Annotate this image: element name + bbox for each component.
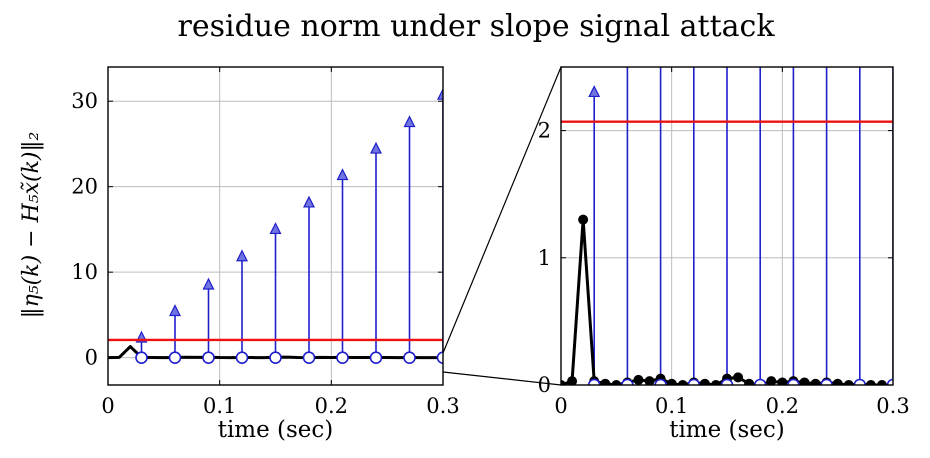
stem-base-marker xyxy=(302,351,316,364)
stem-base-marker xyxy=(436,351,443,364)
x-tick-label: 0.1 xyxy=(655,394,688,418)
attack-marker xyxy=(202,277,215,290)
residue-point xyxy=(744,378,755,385)
x-tick-label: 0.2 xyxy=(766,394,799,418)
attack-marker xyxy=(370,141,382,154)
y-tick-label: 10 xyxy=(71,260,98,284)
stem-base-marker xyxy=(886,378,893,385)
residue-point xyxy=(865,380,876,385)
x-tick-label: 0 xyxy=(554,394,567,418)
stem-base-marker xyxy=(753,378,767,385)
y-tick-label: 2 xyxy=(538,119,551,143)
stem-base-marker xyxy=(587,378,601,385)
stem-base-marker xyxy=(369,351,383,364)
stem-base-marker xyxy=(654,378,667,385)
axes-frame xyxy=(107,66,444,386)
attack-marker xyxy=(169,304,181,317)
attack-marker xyxy=(269,222,282,235)
residue-point xyxy=(832,378,843,385)
residue-point xyxy=(777,377,788,385)
residue-point xyxy=(578,214,589,225)
residue-point xyxy=(710,380,721,385)
residue-point xyxy=(633,374,644,385)
x-axis-label: time (sec) xyxy=(669,417,785,443)
stem-base-marker xyxy=(687,378,701,385)
right-panel-zoom: 0 0.1 0.2 0.3 0 1 2 time (sec) xyxy=(538,66,910,443)
left-panel: 0 0.1 0.2 0.3 0 10 20 30 time (sec) xyxy=(71,66,460,443)
x-axis-label: time (sec) xyxy=(218,417,334,443)
stem-base-marker xyxy=(235,351,249,364)
stem-base-marker xyxy=(135,351,148,364)
stem-base-marker xyxy=(202,351,215,364)
residue-point xyxy=(611,380,622,385)
stem-base-marker xyxy=(403,351,416,364)
zoom-connector-top xyxy=(442,66,562,354)
y-tick-label: 20 xyxy=(71,175,98,199)
residue-point xyxy=(644,376,655,385)
x-tick-label: 0 xyxy=(101,394,114,418)
attack-marker xyxy=(336,168,349,181)
stem-base-marker xyxy=(720,378,734,385)
x-tick-label: 0.3 xyxy=(876,394,909,418)
y-axis-label: ‖η₅(k) − H₅x̃(k)‖₂ xyxy=(19,132,44,319)
stem-base-marker xyxy=(853,378,867,385)
residue-point xyxy=(799,377,810,385)
stem-base-marker xyxy=(336,351,349,364)
plot-area xyxy=(108,87,443,364)
stem-base-marker xyxy=(787,378,800,385)
residue-point xyxy=(677,380,688,385)
stem-base-marker xyxy=(621,378,634,385)
attack-marker xyxy=(303,195,315,208)
attack-marker xyxy=(236,249,248,262)
y-tick-label: 0 xyxy=(538,373,551,397)
residue-point xyxy=(561,380,566,385)
attack-marker xyxy=(403,115,416,128)
stem-base-marker xyxy=(269,351,282,364)
attack-marker xyxy=(437,87,443,100)
residue-point xyxy=(733,372,744,383)
residue-point xyxy=(600,378,611,385)
residue-point xyxy=(810,378,821,385)
residue-point xyxy=(666,378,677,385)
attack-marker xyxy=(588,85,601,98)
stem-base-marker xyxy=(820,378,833,385)
y-tick-label: 1 xyxy=(538,246,551,270)
chart-title: residue norm under slope signal attack xyxy=(177,9,775,44)
residue-point xyxy=(843,380,854,385)
residue-point xyxy=(876,380,887,385)
plot-area xyxy=(561,67,893,385)
residue-point xyxy=(699,378,710,385)
x-tick-label: 0.3 xyxy=(426,394,459,418)
zoom-connector-bottom xyxy=(442,371,562,386)
axes-frame xyxy=(560,66,894,386)
x-tick-label: 0.1 xyxy=(203,394,236,418)
residue-point xyxy=(567,376,578,385)
zoom-connector xyxy=(442,66,562,386)
y-tick-label: 30 xyxy=(71,89,98,113)
y-tick-label: 0 xyxy=(85,346,98,370)
residue-point xyxy=(766,376,777,385)
x-tick-label: 0.2 xyxy=(315,394,348,418)
stem-base-marker xyxy=(168,351,182,364)
